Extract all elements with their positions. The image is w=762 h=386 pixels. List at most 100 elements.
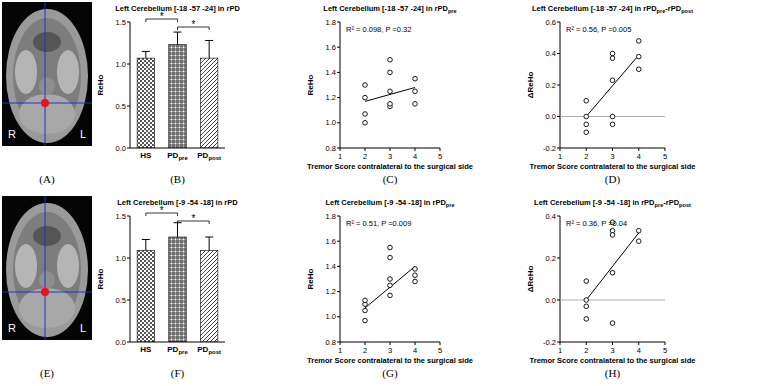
significance-label: * xyxy=(191,19,195,30)
point xyxy=(636,67,641,72)
x-tick-label: 4 xyxy=(637,152,641,161)
text-part: ReHo xyxy=(96,268,105,289)
y-axis xyxy=(340,22,341,148)
bar xyxy=(200,58,217,148)
text-part: post xyxy=(208,349,221,355)
x-tick-label: 2 xyxy=(363,346,367,355)
x-tick-label: 3 xyxy=(610,152,614,161)
x-axis-label: Tremor Score contralateral to the surgic… xyxy=(307,356,473,365)
y-tick-label: -0.2 xyxy=(543,144,556,153)
text-part: (A) xyxy=(39,173,55,186)
text-part: pre xyxy=(178,155,188,161)
error-bar xyxy=(142,51,150,58)
brain xyxy=(6,9,88,143)
x-tick-label: 1 xyxy=(558,346,562,355)
text-part: -rPD xyxy=(663,198,679,207)
panel: RL(A) xyxy=(2,2,92,186)
y-axis xyxy=(130,22,131,148)
y-tick-label: 1.6 xyxy=(326,43,336,52)
text-part: 0.8 xyxy=(326,338,336,347)
y-tick xyxy=(337,216,340,217)
text-part: 5 xyxy=(438,152,442,161)
y-tick xyxy=(127,106,130,107)
text-part: Tremor Score contralateral to the surgic… xyxy=(307,162,473,171)
x-tick xyxy=(638,148,639,151)
text-part: 0.0 xyxy=(546,296,556,305)
text-part: post xyxy=(681,8,693,14)
x-tick xyxy=(560,148,561,151)
text-part: 0.0 xyxy=(546,112,556,121)
y-tick-label: 1.8 xyxy=(326,212,336,221)
text-part: 1.5 xyxy=(116,18,126,27)
brain-inner xyxy=(13,18,81,134)
point xyxy=(388,277,393,282)
x-tick-label: PDpre xyxy=(167,151,188,161)
text-part: 1.0 xyxy=(326,118,336,127)
y-axis-label: ReHo xyxy=(96,74,105,95)
x-tick-label: 4 xyxy=(413,346,417,355)
y-tick xyxy=(127,300,130,301)
point xyxy=(388,255,393,260)
text-part: 0.5 xyxy=(116,296,126,305)
text-part: HS xyxy=(140,345,152,354)
brain xyxy=(6,203,88,337)
point xyxy=(388,283,393,288)
x-tick xyxy=(390,148,391,151)
text-part: post xyxy=(679,202,691,208)
y-tick-label: 0.0 xyxy=(116,144,126,153)
x-tick-label: 2 xyxy=(363,152,367,161)
x-tick xyxy=(612,148,613,151)
panel: Left Cerebellum [-9 -54 -18] in rPDpre-r… xyxy=(526,198,695,380)
text-part: Tremor Score contralateral to the surgic… xyxy=(530,162,696,171)
title: Left Cerebellum [-18 -57 -24] in rPDpre xyxy=(323,4,456,14)
point xyxy=(388,70,393,75)
text-part: ΔReHo xyxy=(526,266,535,293)
x-tick-label: HS xyxy=(140,345,152,354)
text-part: pre xyxy=(446,202,455,208)
temporal-lobe xyxy=(15,244,37,288)
temporal-lobe xyxy=(15,50,37,94)
y-axis xyxy=(560,216,561,342)
x-tick-label: 5 xyxy=(663,346,667,355)
panel-label: (F) xyxy=(171,367,185,380)
bar xyxy=(137,250,154,342)
x-tick-label: HS xyxy=(140,151,152,160)
text-part: post xyxy=(208,155,221,161)
x-tick-label: 1 xyxy=(338,346,342,355)
text-part: ReHo xyxy=(306,74,315,95)
text-part: HS xyxy=(140,151,152,160)
temporal-lobe xyxy=(57,50,79,94)
y-tick-label: 1.4 xyxy=(326,68,336,77)
x-tick xyxy=(440,148,441,151)
peak-dot xyxy=(41,99,49,107)
y-tick-label: 0.2 xyxy=(546,254,556,263)
text-part: 0.2 xyxy=(546,254,556,263)
text-part: * xyxy=(160,11,164,22)
text-part: 1 xyxy=(558,152,562,161)
orientation-label: L xyxy=(80,322,86,334)
panel-label: (D) xyxy=(605,173,621,186)
crosshair xyxy=(45,196,46,340)
point xyxy=(636,228,641,233)
text-part: R² = 0.51, P =0.009 xyxy=(346,219,411,228)
y-tick-label: 0.8 xyxy=(326,144,336,153)
text-part: 5 xyxy=(663,152,667,161)
y-tick-label: 0.0 xyxy=(116,338,126,347)
y-tick-label: 0.4 xyxy=(546,49,556,58)
text-part: -rPD xyxy=(665,4,681,13)
text-part: ReHo xyxy=(306,268,315,289)
point xyxy=(363,318,368,323)
y-tick xyxy=(127,64,130,65)
x-tick-label: PDpre xyxy=(167,345,188,355)
y-tick-label: 1.6 xyxy=(326,237,336,246)
x-tick xyxy=(586,342,587,345)
point xyxy=(413,267,418,272)
plot-area xyxy=(137,32,218,148)
annotation: R² = 0.098, P =0.32 xyxy=(346,25,411,34)
point xyxy=(388,58,393,63)
y-tick xyxy=(127,258,130,259)
text-part: * xyxy=(191,213,195,224)
text-part: 1.4 xyxy=(326,262,336,271)
x-tick xyxy=(415,342,416,345)
text-part: R² = 0.098, P =0.32 xyxy=(346,25,411,34)
